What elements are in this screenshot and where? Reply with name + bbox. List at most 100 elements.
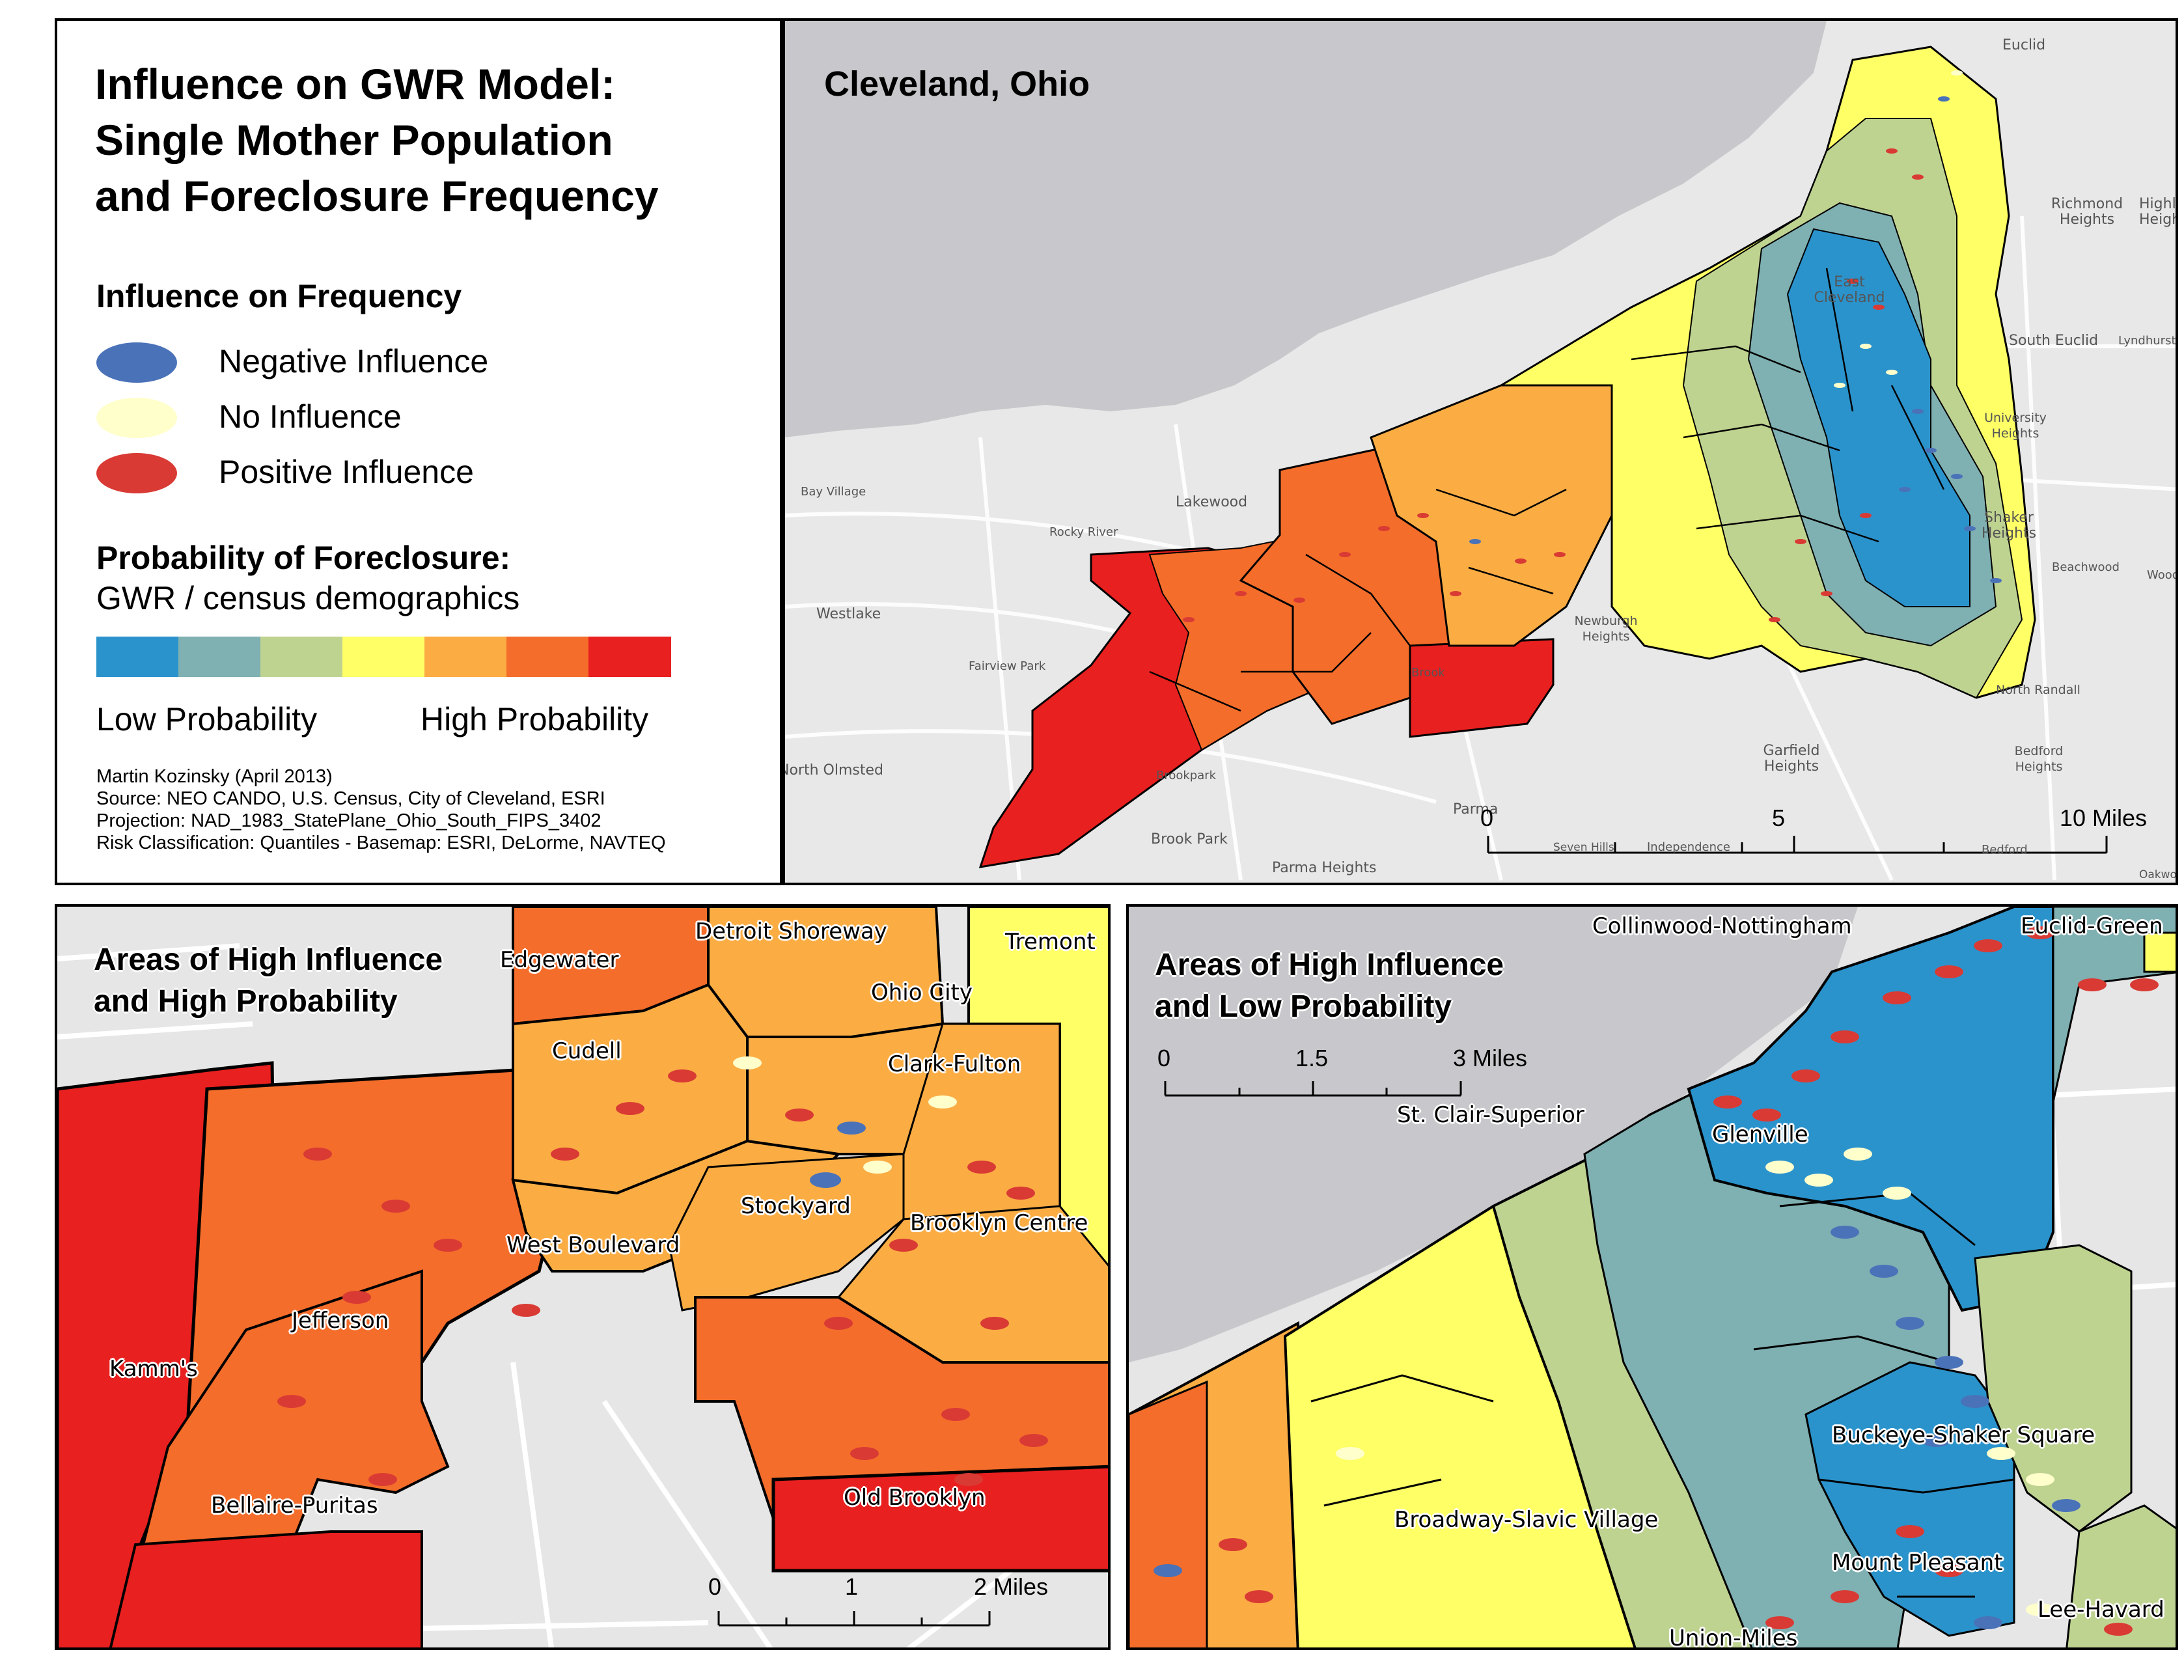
neighborhood-label: St. Clair-Superior (1397, 1102, 1584, 1128)
zone-blue-south (1804, 1361, 2015, 1637)
place-label: Bay Village (801, 485, 866, 499)
place-label: Euclid (2002, 37, 2046, 53)
low-probability-inset-map[interactable]: Areas of High Influence and Low Probabil… (1126, 904, 2178, 1650)
neighborhood-label: West Boulevard (506, 1232, 680, 1258)
probability-class-swatch (96, 637, 179, 677)
place-label: Parma Heights (1272, 860, 1377, 876)
high-probability-label: High Probability (421, 701, 649, 737)
neighborhood-label: Stockyard (741, 1193, 851, 1219)
place-label: Beachwood (2052, 560, 2120, 574)
probability-color-ramp (96, 637, 671, 677)
inset-title-line: and Low Probability (1155, 989, 1452, 1024)
probability-heading: Probability of Foreclosure: (96, 540, 511, 576)
scale-label: 10 Miles (2060, 805, 2148, 831)
inset-title-line: and High Probability (94, 984, 398, 1019)
place-label: Oakwood (2139, 868, 2177, 881)
map-title: Influence on GWR Model: Single Mother Po… (95, 56, 659, 224)
high-inset-canvas (57, 907, 1108, 1647)
scale-label: 1.5 (1295, 1045, 1329, 1071)
influence-legend-item: Positive Influence (96, 450, 682, 496)
scale-label: 3 Miles (1453, 1045, 1528, 1071)
zone-old-brooklyn-orange (694, 1296, 1108, 1520)
zone-east-green (1974, 1244, 2133, 1533)
probability-class-swatch (178, 637, 261, 677)
scale-label: 5 (1772, 805, 1786, 831)
zone-stockyard (668, 1153, 905, 1312)
scale-label: 0 (1480, 805, 1494, 831)
place-label: University Heights (1984, 411, 2047, 441)
scale-label: 0 (1157, 1045, 1171, 1071)
zone-lee-havard (2066, 1504, 2176, 1647)
city-south-red (1409, 638, 1555, 738)
neighborhood-label: Bellaire-Puritas (211, 1493, 378, 1519)
inset-title-line: Areas of High Influence (94, 943, 443, 977)
neighborhood-label: Clark-Fulton (888, 1051, 1021, 1077)
low-probability-label: Low Probability (96, 701, 318, 737)
place-label: Seven Hills (1553, 841, 1614, 854)
place-label: Rocky River (1049, 525, 1118, 539)
probability-class-swatch (260, 637, 343, 677)
neighborhood-label: Edgewater (500, 947, 619, 973)
influence-legend-item: Negative Influence (96, 340, 682, 385)
neighborhood-label: Cudell (552, 1038, 622, 1064)
influence-ellipses (277, 1056, 1048, 1486)
map-title-line: Single Mother Population (95, 116, 613, 164)
place-label: Newburgh Heights (1574, 614, 1638, 644)
place-label: Woodmere (2147, 568, 2178, 582)
map-title-line: Influence on GWR Model: (95, 60, 616, 108)
neighborhood-label: Buckeye-Shaker Square (1832, 1422, 2095, 1448)
place-label: Brook Park (1151, 831, 1228, 847)
probability-class-swatch (342, 637, 425, 677)
probability-subheading: GWR / census demographics (96, 580, 520, 616)
legend-panel: Influence on GWR Model: Single Mother Po… (55, 18, 782, 885)
influence-ellipses (1183, 70, 2002, 622)
lake-erie (785, 21, 1827, 437)
zone-bellaire-bottom (109, 1530, 423, 1647)
neighborhood-label: Mount Pleasant (1832, 1550, 2003, 1576)
inset-title-line: Areas of High Influence (1155, 948, 1504, 982)
low-inset-canvas (1129, 907, 2176, 1647)
neighborhood-label: Collinwood-Nottingham (1592, 913, 1852, 939)
neighborhood-label: Tremont (1005, 929, 1096, 955)
influence-label: Positive Influence (219, 454, 474, 490)
place-label: Bedford Heights (2014, 744, 2064, 774)
scale-label: 2 Miles (974, 1573, 1049, 1600)
credit-line: Source: NEO CANDO, U.S. Census, City of … (96, 788, 605, 809)
low-inset-title: Areas of High Influence and Low Probabil… (1155, 944, 1504, 1028)
scale-label: 0 (708, 1573, 722, 1600)
place-label: North Olmsted (782, 762, 883, 778)
zone-west-red (1129, 1380, 1208, 1647)
scale-label: 1 (845, 1573, 859, 1600)
credit-line: Risk Classification: Quantiles - Basemap… (96, 833, 666, 853)
place-label: Parma (1453, 801, 1499, 818)
credits: Martin Kozinsky (April 2013) Source: NEO… (96, 765, 666, 854)
neighborhood-label: Jefferson (292, 1308, 389, 1334)
place-label: Shaker Heights (1981, 510, 2037, 542)
neighborhood-label: Union-Miles (1669, 1625, 1798, 1650)
zone-euclid-green (2143, 931, 2176, 973)
credit-line: Martin Kozinsky (April 2013) (96, 766, 333, 787)
neighborhood-label: Ohio City (871, 980, 973, 1006)
probability-class-swatch (424, 637, 507, 677)
place-label: Highland Heights (2139, 197, 2176, 228)
place-label: Lakewood (1176, 494, 1248, 510)
neighborhood-label: Brooklyn Centre (910, 1210, 1088, 1236)
place-label: East Cleveland (1814, 274, 1885, 306)
influence-label: No Influence (219, 398, 402, 435)
cleveland-overview-map[interactable]: Cleveland, Ohio Euclid Richmond Heights … (782, 18, 2178, 885)
negative-influence-swatch (96, 342, 177, 383)
credit-line: Projection: NAD_1983_StatePlane_Ohio_Sou… (96, 810, 601, 831)
high-probability-inset-map[interactable]: Areas of High Influence and High Probabi… (55, 904, 1111, 1650)
place-label: Westlake (816, 606, 881, 622)
neighborhood-label: Kamm's (109, 1356, 198, 1382)
neighborhood-boundaries (1149, 268, 1945, 712)
map-title-line: and Foreclosure Frequency (95, 172, 659, 220)
place-label: North Randall (1996, 683, 2080, 697)
neighborhood-label: Glenville (1712, 1122, 1808, 1148)
probability-class-swatch (506, 637, 589, 677)
neighborhood-label: Old Brooklyn (844, 1485, 986, 1511)
neighborhood-label: Detroit Shoreway (695, 918, 887, 944)
place-label: Brookpark (1156, 769, 1217, 782)
influence-label: Negative Influence (219, 343, 489, 379)
influence-heading: Influence on Frequency (96, 278, 462, 314)
